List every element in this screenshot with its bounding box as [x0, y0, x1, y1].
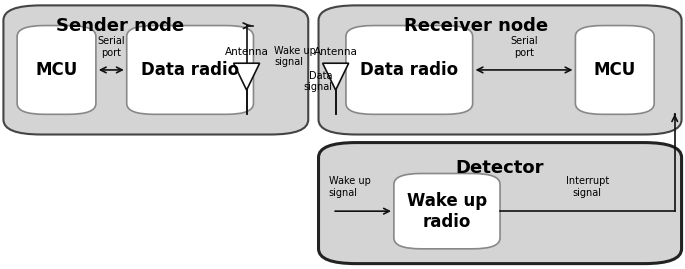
Text: Serial
port: Serial port — [97, 36, 125, 58]
Text: Detector: Detector — [456, 159, 545, 177]
FancyBboxPatch shape — [575, 26, 654, 114]
FancyBboxPatch shape — [319, 143, 682, 264]
Text: Data
signal: Data signal — [303, 70, 332, 92]
Text: Antenna: Antenna — [314, 47, 358, 58]
Text: Wake up
radio: Wake up radio — [407, 192, 487, 231]
Text: Interrupt
signal: Interrupt signal — [566, 176, 609, 198]
Text: Wake up
signal: Wake up signal — [329, 176, 371, 198]
Text: Receiver node: Receiver node — [404, 17, 548, 34]
FancyBboxPatch shape — [346, 26, 473, 114]
Polygon shape — [234, 63, 260, 90]
Text: Serial
port: Serial port — [510, 36, 538, 58]
FancyBboxPatch shape — [394, 174, 500, 249]
Text: MCU: MCU — [36, 61, 77, 79]
Text: Data radio: Data radio — [360, 61, 458, 79]
FancyBboxPatch shape — [3, 5, 308, 134]
FancyBboxPatch shape — [319, 5, 682, 134]
Text: Data radio: Data radio — [141, 61, 239, 79]
FancyBboxPatch shape — [127, 26, 253, 114]
Text: Sender node: Sender node — [55, 17, 184, 34]
Text: Antenna: Antenna — [225, 47, 269, 58]
FancyBboxPatch shape — [17, 26, 96, 114]
Text: MCU: MCU — [594, 61, 636, 79]
Text: Wake up
signal: Wake up signal — [274, 46, 316, 67]
Polygon shape — [323, 63, 349, 90]
